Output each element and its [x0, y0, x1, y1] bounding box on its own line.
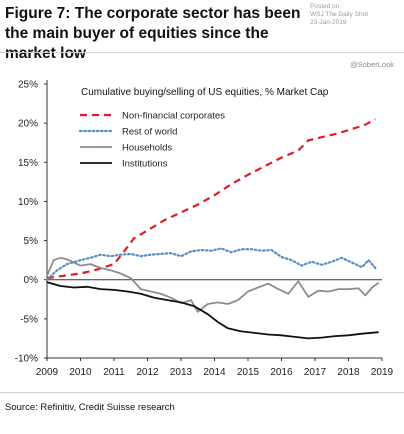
legend-label-4: Institutions	[122, 159, 168, 170]
watermark-handle: @SoberLook	[350, 60, 394, 69]
x-tick-label: 2019	[371, 367, 394, 378]
y-tick-label: 20%	[18, 119, 38, 130]
watermark-line-3: 23-Jan-2019	[310, 19, 347, 26]
y-tick-label: 25%	[18, 80, 38, 91]
x-tick-label: 2018	[337, 367, 360, 378]
x-tick-label: 2012	[136, 367, 159, 378]
x-tick-label: 2017	[304, 367, 327, 378]
series-line-4	[46, 281, 379, 340]
title-divider	[0, 52, 404, 53]
x-tick-label: 2009	[36, 367, 59, 378]
x-tick-label: 2015	[237, 367, 260, 378]
x-tick-label: 2014	[203, 367, 226, 378]
y-tick-label: 10%	[18, 197, 38, 208]
figure-title: Figure 7: The corporate sector has been …	[5, 5, 301, 62]
chart-subtitle: Cumulative buying/selling of US equities…	[81, 87, 329, 98]
legend-label-1: Non-financial corporates	[122, 111, 225, 122]
series-line-2	[45, 247, 377, 281]
y-tick-label: 5%	[24, 236, 39, 247]
series-line-1	[46, 118, 376, 280]
watermark-line-1: Posted on	[310, 3, 340, 10]
x-tick-label: 2010	[69, 367, 92, 378]
legend-label-3: Households	[122, 143, 172, 154]
legend-label-2: Rest of world	[122, 127, 177, 138]
series-line-3	[46, 256, 380, 313]
watermark: Posted on WSJ The Daily Shot 23-Jan-2019	[310, 3, 390, 27]
watermark-line-2: WSJ The Daily Shot	[310, 11, 369, 18]
y-tick-label: -5%	[20, 314, 38, 325]
x-tick-label: 2013	[170, 367, 193, 378]
source-note: Source: Refinitiv, Credit Suisse researc…	[5, 402, 175, 413]
y-tick-label: 15%	[18, 158, 38, 169]
y-tick-label: 0%	[24, 275, 39, 286]
x-tick-label: 2011	[103, 367, 125, 378]
y-tick-label: -10%	[15, 354, 38, 365]
x-tick-label: 2016	[270, 367, 293, 378]
line-chart: 25% 20% 15% 10% 5% 0% -5% -10% 2009 2010 2011 2012 2…	[15, 80, 394, 379]
source-divider	[0, 392, 404, 393]
